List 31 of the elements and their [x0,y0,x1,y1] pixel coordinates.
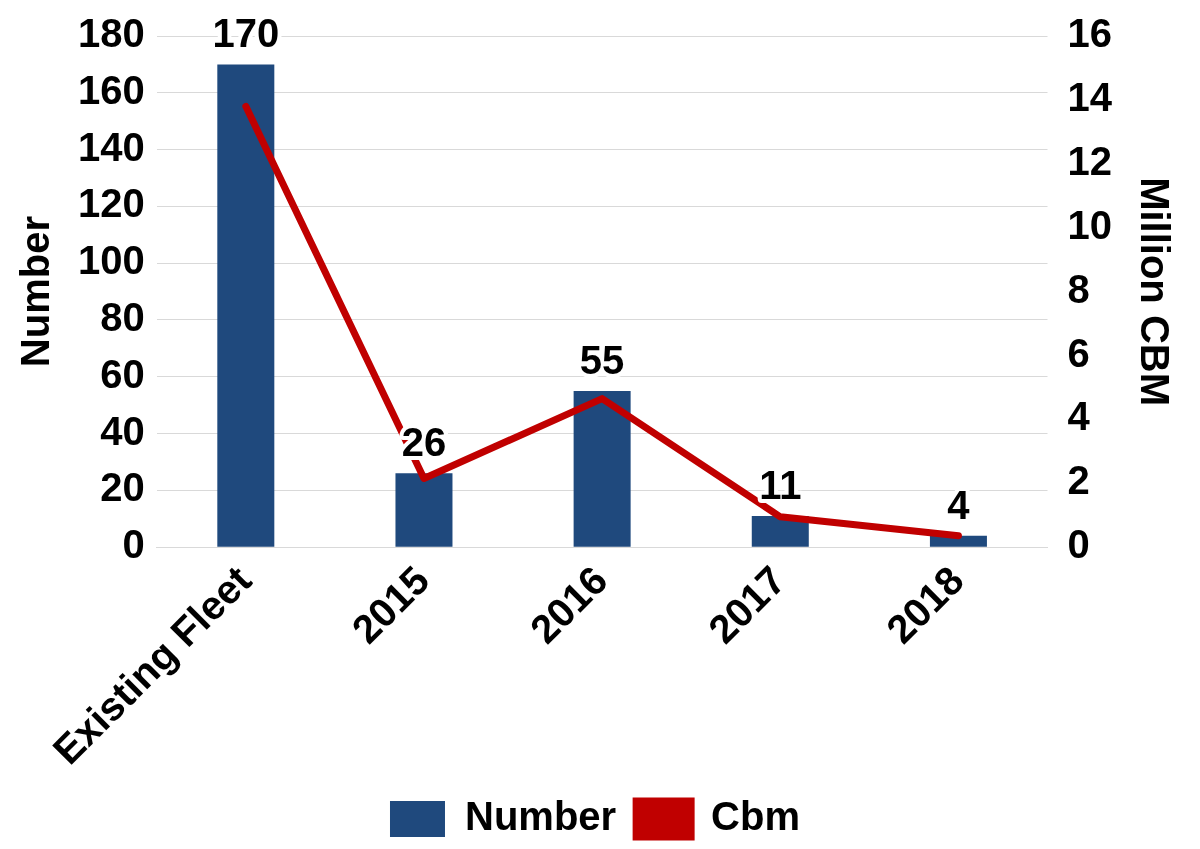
y-tick-label: 0 [122,522,145,567]
legend-label: Number [464,794,617,839]
y2-tick-label: 0 [1067,522,1090,567]
y-tick-label: 60 [100,351,145,396]
y2-tick-label: 8 [1067,266,1090,311]
y2-tick-label: 2 [1067,458,1090,503]
y-tick-label: 100 [77,238,145,283]
data-label: 55 [579,338,625,383]
y-tick-label: 20 [100,465,145,510]
y-tick-label: 180 [77,11,145,56]
y2-tick-label: 14 [1067,74,1113,119]
y-tick-label: 120 [77,181,145,226]
y-axis-title: Number [13,216,58,368]
data-label: 170 [212,11,280,56]
y-tick-label: 160 [77,67,145,112]
legend-label: Cbm [711,794,801,839]
data-label: 11 [759,462,802,507]
y2-axis-title: Million CBM [1132,177,1177,407]
y2-tick-label: 10 [1067,202,1113,247]
y2-tick-label: 4 [1067,394,1091,439]
y-tick-label: 40 [100,408,145,453]
data-label: 4 [947,482,971,527]
y2-tick-label: 16 [1067,11,1113,56]
y-tick-label: 140 [77,124,145,169]
y-tick-label: 80 [100,295,145,340]
bar [929,535,987,547]
y2-tick-label: 12 [1067,138,1113,183]
y2-tick-label: 6 [1067,330,1090,375]
bar [573,390,631,547]
bar [217,64,275,547]
bar [395,473,453,547]
